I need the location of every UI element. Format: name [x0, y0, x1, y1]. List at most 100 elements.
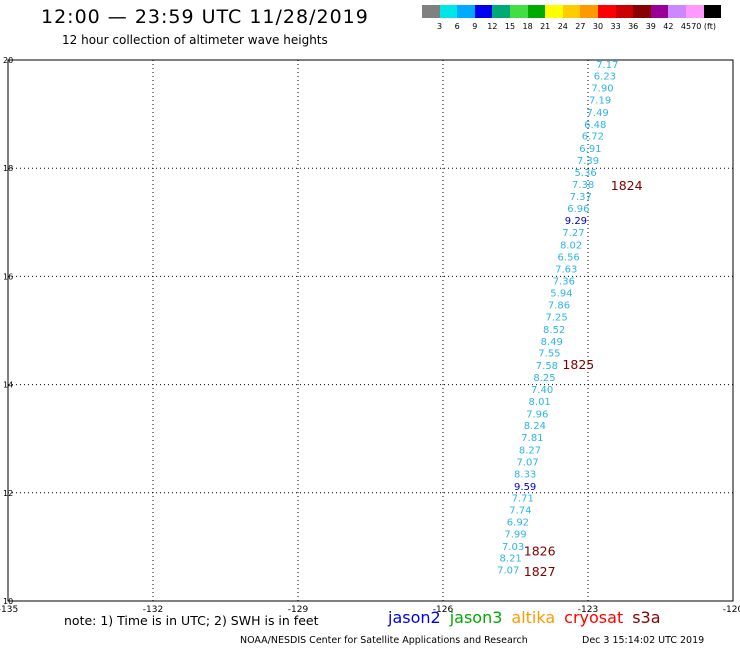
time-annotation: 1826 [524, 544, 556, 559]
color-swatch [439, 5, 458, 18]
x-tick-label: -126 [433, 605, 454, 615]
swh-value-label: 7.40 [531, 385, 553, 396]
color-swatch [527, 5, 546, 18]
color-scale-label: 33 [610, 22, 621, 31]
swh-value-label: 7.63 [555, 264, 577, 275]
footer-credit: NOAA/NESDIS Center for Satellite Applica… [240, 635, 528, 646]
satellite-legend: jason2 jason3 altika cryosat s3a [388, 608, 670, 627]
swh-value-label: 7.49 [587, 108, 609, 119]
color-scale-labels: 3 6 9 12 15 18 21 24 27 30 33 36 39 42 45 70 (ft) [422, 22, 740, 34]
x-tick-label: -135 [0, 605, 18, 615]
swh-value-label: 7.03 [502, 542, 524, 553]
color-swatch [650, 5, 669, 18]
chart-title: 12:00 — 23:59 UTC 11/28/2019 [41, 6, 369, 28]
swh-value-label: 7.99 [504, 529, 526, 540]
footer-timestamp: Dec 3 15:14:02 UTC 2019 [582, 635, 705, 646]
swh-value-label: 7.17 [596, 60, 618, 71]
color-swatch [509, 5, 528, 18]
color-swatch [685, 5, 704, 18]
swh-value-label: 7.25 [545, 312, 567, 323]
y-tick-label: 10 [3, 597, 13, 606]
color-swatch [562, 5, 581, 18]
color-swatch [597, 5, 616, 18]
satellite-legend-item: jason2 [388, 608, 441, 627]
swh-value-label: 7.71 [512, 494, 534, 505]
swh-value-label: 7.58 [536, 361, 558, 372]
color-scale-label: 39 [645, 22, 656, 31]
swh-value-label: 7.38 [572, 180, 594, 191]
color-scale-label: 27 [575, 22, 586, 31]
swh-value-label: 5.94 [550, 289, 572, 300]
plot-frame [7, 59, 734, 602]
swh-value-label: 8.33 [514, 469, 536, 480]
time-annotation: 1824 [611, 178, 643, 193]
swh-value-label: 9.29 [565, 216, 587, 227]
swh-value-label: 6.48 [584, 120, 606, 131]
y-tick-label: 20 [3, 56, 13, 65]
color-swatch [545, 5, 563, 18]
color-scale-bar [422, 5, 722, 18]
color-swatch [615, 5, 634, 18]
color-scale-label: 9 [472, 22, 478, 31]
swh-value-label: 8.24 [524, 421, 546, 432]
swh-value-label: 5.36 [574, 168, 596, 179]
y-tick-label: 12 [3, 489, 13, 498]
satellite-legend-item: altika [511, 608, 556, 627]
swh-value-label: 8.21 [500, 554, 522, 565]
color-swatch [457, 5, 475, 18]
swh-value-label: 7.96 [526, 409, 548, 420]
swh-value-label: 7.86 [548, 301, 570, 312]
color-scale-label: 18 [522, 22, 533, 31]
color-swatch [580, 5, 598, 18]
y-tick-label: 18 [3, 164, 13, 173]
swh-value-label: 6.92 [507, 517, 529, 528]
swh-value-label: 8.02 [560, 240, 582, 251]
color-swatch [422, 5, 440, 18]
color-scale-label: 21 [540, 22, 551, 31]
swh-value-label: 6.72 [582, 132, 604, 143]
footer-note: note: 1) Time is in UTC; 2) SWH is in fe… [64, 613, 319, 628]
swh-value-label: 8.49 [541, 337, 563, 348]
swh-value-label: 7.27 [562, 228, 584, 239]
color-scale-label: 36 [628, 22, 639, 31]
swh-value-label: 7.55 [538, 349, 560, 360]
swh-value-label: 9.59 [514, 482, 536, 493]
x-tick-label: -123 [578, 605, 598, 615]
swh-value-label: 8.27 [519, 446, 541, 457]
x-tick-label: -129 [288, 605, 309, 615]
swh-value-label: 8.52 [543, 325, 565, 336]
swh-value-label: 7.81 [521, 433, 543, 444]
color-scale-label: 70 (ft) [691, 22, 716, 31]
swh-value-label: 7.39 [577, 156, 599, 167]
satellite-legend-item: cryosat [564, 608, 624, 627]
swh-value-label: 7.37 [570, 192, 592, 203]
satellite-legend-item: jason3 [449, 608, 503, 627]
swh-value-label: 6.91 [579, 144, 601, 155]
swh-value-label: 6.56 [558, 252, 580, 263]
swh-value-label: 7.07 [497, 566, 519, 577]
y-tick-label: 14 [3, 381, 13, 390]
color-swatch [633, 5, 651, 18]
swh-value-label: 7.19 [589, 95, 611, 106]
swh-value-label: 7.74 [509, 506, 531, 517]
time-annotation: 1827 [524, 564, 556, 579]
color-swatch [492, 5, 510, 18]
satellite-legend-item: s3a [632, 608, 661, 627]
color-scale-label: 30 [592, 22, 604, 31]
color-scale-label: 3 [437, 22, 443, 31]
color-scale-label: 15 [504, 22, 516, 31]
color-scale-label: 24 [557, 22, 568, 31]
swh-value-label: 6.96 [567, 204, 589, 215]
chart-subtitle: 12 hour collection of altimeter wave hei… [62, 33, 328, 47]
time-annotation: 1825 [562, 357, 594, 372]
color-scale-label: 12 [487, 22, 498, 31]
x-tick-label: -120 [723, 605, 740, 615]
swh-value-label: 7.90 [591, 84, 613, 95]
swh-value-label: 6.23 [594, 72, 616, 83]
color-scale-label: 45 [680, 22, 692, 31]
swh-value-label: 8.25 [533, 373, 555, 384]
y-tick-label: 16 [3, 272, 13, 281]
color-swatch [703, 5, 722, 18]
swh-value-label: 7.36 [553, 277, 575, 288]
